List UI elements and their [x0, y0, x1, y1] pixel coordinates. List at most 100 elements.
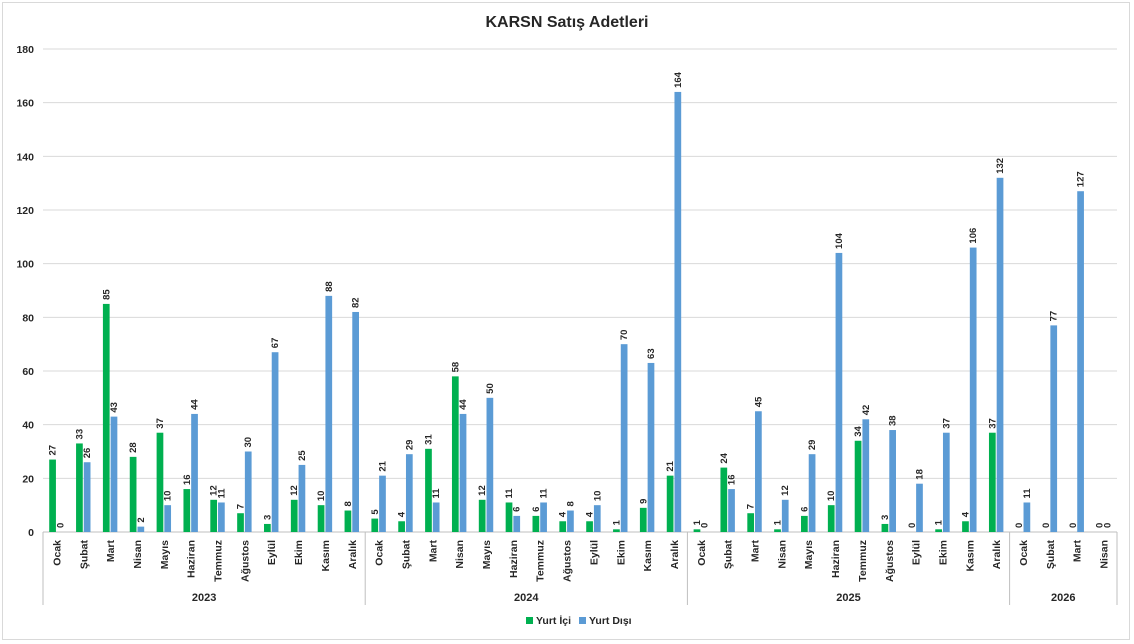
y-tick-label: 100: [16, 259, 34, 271]
bar-yurt-ici: [478, 499, 486, 532]
data-label-yurt-disi: 11: [1022, 488, 1033, 499]
bar-yurt-disi: [379, 475, 386, 532]
data-label-yurt-ici: 33: [74, 429, 85, 440]
data-label-yurt-ici: 10: [826, 491, 837, 502]
bar-yurt-disi: [110, 416, 118, 532]
data-label-yurt-ici: 24: [719, 452, 730, 463]
month-tick-label: Aralık: [347, 540, 359, 569]
data-label-yurt-disi: 0: [55, 523, 66, 528]
bar-yurt-ici: [290, 499, 298, 532]
bar-yurt-disi: [567, 510, 574, 532]
month-tick-label: Şubat: [78, 540, 90, 570]
month-tick-label: Kasım: [642, 540, 654, 572]
month-tick-label: Ocak: [374, 540, 386, 566]
data-label-yurt-disi: 12: [780, 485, 791, 496]
bar-yurt-disi: [244, 451, 252, 532]
y-tick-label: 20: [22, 473, 34, 485]
data-label-yurt-disi: 82: [351, 297, 362, 308]
grid-layer: [43, 48, 1117, 533]
data-label-yurt-ici: 28: [128, 442, 139, 453]
bar-yurt-ici: [102, 303, 110, 532]
y-tick-label: 120: [16, 205, 34, 217]
bar-yurt-ici: [76, 443, 83, 532]
data-label-yurt-ici: 3: [880, 515, 891, 520]
bar-yurt-ici: [720, 467, 728, 532]
bar-yurt-ici: [747, 513, 755, 532]
data-label-yurt-disi: 50: [485, 383, 496, 394]
bar-yurt-ici: [586, 521, 593, 532]
data-label-yurt-disi: 29: [807, 440, 818, 451]
data-label-yurt-ici: 4: [558, 511, 569, 517]
bar-yurt-disi: [218, 502, 225, 532]
data-label-yurt-disi: 10: [592, 491, 603, 502]
data-label-yurt-ici: 34: [853, 425, 864, 436]
data-label-yurt-disi: 8: [565, 501, 576, 506]
month-tick-label: Ekim: [293, 540, 305, 565]
bar-yurt-disi: [755, 411, 762, 532]
bar-yurt-disi: [486, 397, 494, 532]
data-label-yurt-disi: 104: [834, 232, 845, 249]
bar-yurt-ici: [129, 456, 137, 532]
bar-yurt-disi: [137, 526, 145, 532]
data-label-yurt-ici: 9: [638, 499, 649, 504]
bar-yurt-ici: [425, 448, 432, 532]
data-label-yurt-disi: 18: [914, 469, 925, 480]
data-label-yurt-disi: 11: [539, 488, 550, 499]
bar-yurt-disi: [969, 247, 977, 533]
month-tick-label: Aralık: [669, 540, 681, 569]
bar-yurt-disi: [352, 311, 359, 532]
data-label-yurt-disi: 0: [700, 523, 711, 528]
bar-yurt-ici: [451, 376, 459, 532]
bar-yurt-disi: [271, 352, 279, 532]
bar-yurt-ici: [344, 510, 352, 532]
y-tick-label: 40: [22, 420, 34, 432]
data-label-yurt-ici: 5: [370, 509, 381, 515]
month-tick-label: Temmuz: [857, 540, 869, 582]
bar-yurt-disi: [781, 499, 789, 532]
chart-svg: KARSN Satış Adetleri 2703326854328237101…: [16, 14, 1118, 627]
month-tick-label: Ağustos: [562, 540, 574, 582]
data-label-yurt-disi: 11: [431, 488, 442, 499]
bar-yurt-disi: [513, 515, 521, 532]
month-tick-label: Mart: [1072, 539, 1084, 562]
data-label-yurt-ici: 6: [531, 507, 542, 512]
bar-yurt-disi: [942, 432, 950, 532]
month-tick-label: Mart: [427, 539, 439, 562]
data-label-yurt-disi: 6: [512, 507, 523, 512]
y-tick-label: 160: [16, 98, 34, 110]
month-tick-label: Temmuz: [213, 540, 225, 582]
month-tick-label: Nisan: [776, 540, 788, 569]
bar-yurt-disi: [647, 362, 655, 532]
month-tick-label: Ağustos: [239, 540, 251, 582]
month-tick-label: Eylül: [911, 540, 923, 565]
data-label-yurt-disi: 77: [1049, 311, 1060, 322]
labels-layer: 2703326854328237101644121173036712251088…: [48, 71, 1114, 528]
bar-yurt-disi: [1050, 325, 1058, 532]
data-label-yurt-disi: 164: [673, 71, 684, 88]
month-tick-label: Kasım: [320, 540, 332, 572]
month-tick-label: Nisan: [1099, 540, 1111, 569]
month-tick-label: Aralık: [991, 540, 1003, 569]
data-label-yurt-disi: 2: [136, 517, 147, 522]
data-label-yurt-disi: 43: [109, 402, 120, 413]
y-tick-label: 0: [28, 527, 34, 539]
data-label-yurt-ici: 0: [907, 523, 918, 528]
month-tick-label: Mayıs: [481, 540, 493, 569]
bar-yurt-disi: [325, 295, 333, 532]
bar-yurt-ici: [49, 459, 56, 532]
month-tick-label: Haziran: [186, 540, 198, 578]
bar-yurt-disi: [1077, 191, 1084, 532]
bar-yurt-ici: [774, 529, 781, 532]
data-label-yurt-ici: 4: [397, 511, 408, 517]
bar-yurt-disi: [862, 419, 870, 532]
bar-yurt-ici: [881, 523, 889, 532]
month-tick-label: Nisan: [132, 540, 144, 569]
bar-yurt-ici: [693, 529, 701, 532]
bar-yurt-ici: [962, 521, 969, 532]
data-label-yurt-disi: 16: [727, 474, 738, 485]
bars-layer: [49, 91, 1084, 533]
bar-yurt-disi: [889, 430, 896, 532]
chart-title: KARSN Satış Adetleri: [486, 14, 649, 31]
